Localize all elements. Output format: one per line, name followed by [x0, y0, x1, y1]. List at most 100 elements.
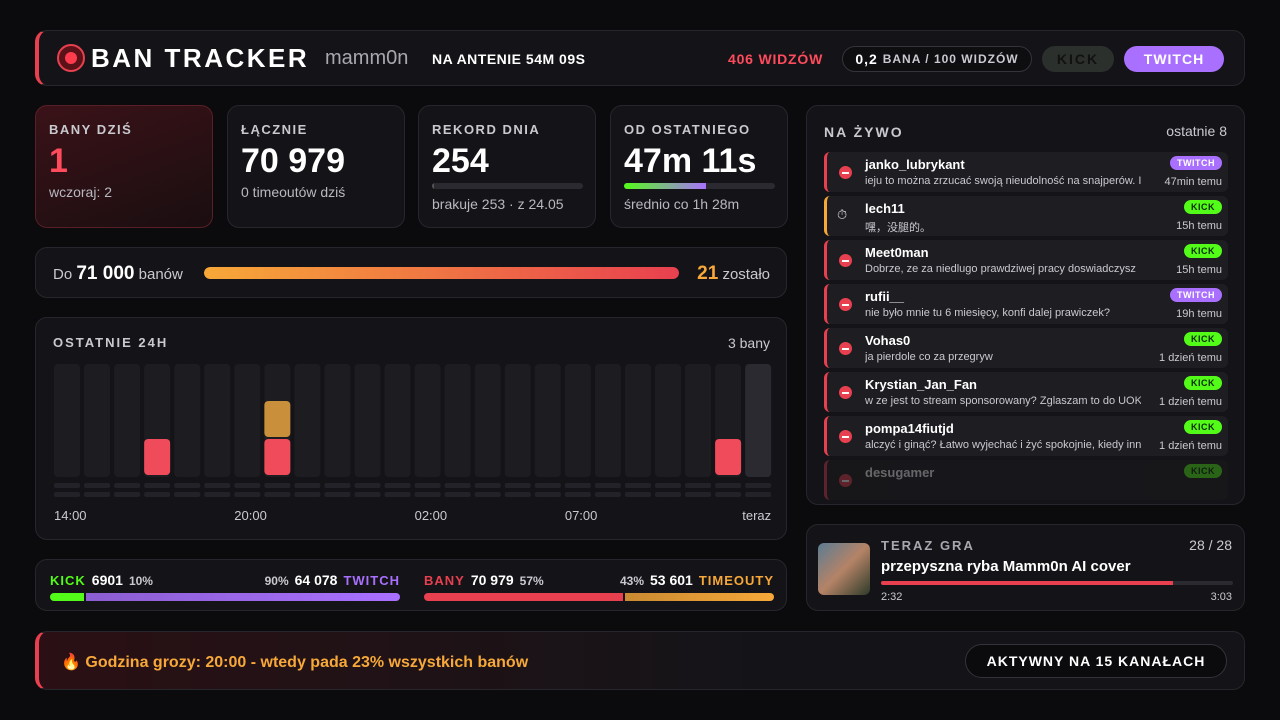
- split-bar: [624, 593, 774, 601]
- channels-button[interactable]: AKTYWNY NA 15 KANAŁACH: [965, 644, 1227, 678]
- hour-dash: [715, 483, 742, 488]
- stat-track: [432, 183, 583, 189]
- stat-track: [624, 183, 775, 189]
- hour-track: [655, 364, 681, 477]
- hour-dash: [624, 483, 651, 488]
- bar-chart: 14:00 20:00 02:00 07:00 teraz: [54, 364, 772, 523]
- stat-note: wczoraj: 2: [49, 184, 113, 200]
- hour-dash: [114, 483, 141, 488]
- hour-dash: [384, 492, 411, 497]
- hour-dash: [114, 492, 141, 497]
- hour-track: [84, 364, 111, 477]
- hour-track: [624, 364, 651, 477]
- hour-dash: [144, 483, 171, 488]
- stat-label: REKORD DNIA: [432, 122, 541, 137]
- split-name: TIMEOUTY: [698, 573, 774, 588]
- split-bar: [86, 593, 400, 601]
- channel: mamm0n: [325, 47, 409, 69]
- chart-card: OSTATNIE 24H 3 bany 14:00 20:00 02:00 07:00…: [35, 317, 787, 540]
- stat-card: REKORD DNIA 254 brakuje 253 · z 24.05: [418, 105, 596, 228]
- live-dot: [57, 44, 85, 72]
- hour-dash: [234, 492, 261, 497]
- ban-icon: [839, 254, 852, 267]
- feed-title: NA ŻYWO: [824, 124, 904, 140]
- hour-track: [745, 364, 772, 477]
- hour-dash: [534, 483, 561, 488]
- hour-dash: [444, 492, 471, 497]
- hour-dash: [234, 483, 261, 488]
- split-label: BANY 70 979 57%: [424, 572, 544, 588]
- stat-value: 1: [49, 142, 68, 180]
- hour-track: [474, 364, 501, 477]
- stat-card: BANY DZIŚ 1 wczoraj: 2: [35, 105, 213, 228]
- stat-label: ŁĄCZNIE: [241, 122, 308, 137]
- split-count: 53 601: [650, 572, 693, 588]
- feed-row: Krystian_Jan_Fan w ze jest to stream spon…: [824, 372, 1228, 412]
- feed-time: 1 dzień temu: [1159, 352, 1222, 364]
- feed-user: lech11: [865, 201, 905, 216]
- feed-time: 1 dzień temu: [1159, 440, 1222, 452]
- hour-dash: [745, 492, 772, 497]
- stat-value: 70 979: [241, 142, 345, 180]
- hour-dash: [324, 492, 351, 497]
- hour-dash: [504, 492, 531, 497]
- split-pct: 90%: [264, 574, 289, 588]
- split-bar: [424, 593, 623, 601]
- feed-message: nie było mnie tu 6 miesięcy, konfi dalej…: [865, 307, 1110, 319]
- remaining-count: 21: [697, 263, 719, 284]
- hour-dash: [264, 492, 291, 497]
- chart-title: OSTATNIE 24H: [53, 335, 169, 350]
- hour-track: [354, 364, 381, 477]
- hour-dash: [624, 492, 651, 497]
- stat-note: średnio co 1h 28m: [624, 196, 740, 212]
- split-card: KICK 6901 10% 90% 64 078 TWITCH BANY 70 979 57% 4…: [35, 559, 787, 611]
- hour-label: 14:00: [54, 508, 87, 523]
- goal-prefix: Do: [53, 266, 73, 283]
- song-card: TERAZ GRA 28 / 28 przepyszna ryba Mamm0n…: [806, 524, 1245, 611]
- hour-dash: [474, 492, 501, 497]
- hour-dash: [685, 483, 712, 488]
- hour-dash: [685, 492, 712, 497]
- split-label: 90% 64 078 TWITCH: [265, 572, 400, 588]
- hour-label: teraz: [742, 508, 771, 523]
- hour-track: [414, 364, 441, 477]
- split-count: 70 979: [470, 572, 514, 588]
- platform-badge: TWITCH: [1170, 156, 1222, 170]
- ban-icon: [839, 298, 852, 311]
- hour-dash: [324, 483, 351, 488]
- split-count: 64 078: [294, 572, 338, 588]
- ban-block: [264, 439, 291, 475]
- hour-track: [114, 364, 141, 477]
- hour-dash: [174, 492, 201, 497]
- split-pct: 43%: [619, 574, 644, 588]
- timeout-block: [264, 401, 291, 437]
- platform-badge: KICK: [1184, 332, 1222, 346]
- hour-dash: [54, 492, 80, 497]
- twitch-button[interactable]: TWITCH: [1124, 46, 1224, 72]
- feed-time: 15h temu: [1176, 264, 1222, 276]
- goal-track: [204, 267, 679, 279]
- goal-remaining: 21 zostało: [697, 263, 770, 285]
- song-position: 28 / 28: [1189, 537, 1232, 553]
- platform-badge: KICK: [1184, 464, 1222, 478]
- feed-row: ⏱ lech11 嘿，没腿的。 KICK 15h temu: [824, 196, 1228, 236]
- feed-message: alczyć i ginąć? Łatwo wyjechać i żyć spo…: [865, 439, 1141, 451]
- hour-dash: [144, 492, 171, 497]
- hour-dash: [504, 483, 531, 488]
- rate-unit: BANA / 100 WIDZÓW: [882, 52, 1019, 66]
- feed-user: rufii__: [865, 289, 905, 304]
- split-label: 43% 53 601 TIMEOUTY: [620, 572, 774, 588]
- hour-dash: [354, 483, 381, 488]
- feed-message: Dobrze, ze za niedlugo prawdziwej pracy …: [865, 263, 1136, 275]
- hour-dash: [594, 492, 621, 497]
- split-label: KICK 6901 10%: [50, 572, 153, 588]
- feed-row: desugamer KICK: [824, 460, 1228, 500]
- goal-card: Do 71 000 banów 21 zostało: [35, 247, 787, 298]
- song-track: [881, 581, 1233, 585]
- split-bar: [50, 593, 84, 601]
- goal-unit: banów: [138, 266, 183, 283]
- hour-track: [54, 364, 80, 477]
- kick-button[interactable]: KICK: [1042, 46, 1114, 72]
- song-elapsed: 2:32: [881, 591, 903, 603]
